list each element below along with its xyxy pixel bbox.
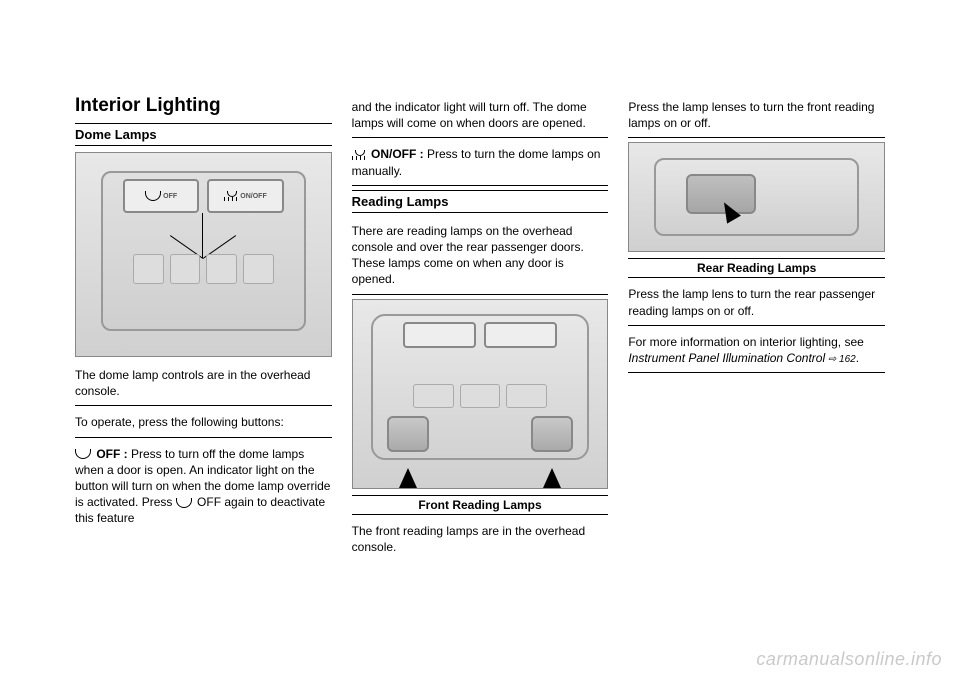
col2-cont: and the indicator light will turn off. T…: [352, 95, 609, 138]
callout-pointer: [202, 213, 203, 258]
more-info-para: For more information on interior lightin…: [628, 330, 885, 374]
dome-lamps-heading: Dome Lamps: [75, 123, 332, 146]
rear-reading-figure: [628, 142, 885, 252]
dome-onoff-icon: [224, 191, 238, 201]
slot: [133, 254, 164, 284]
manual-page: Interior Lighting Dome Lamps OFF ON/OFF: [0, 0, 960, 605]
more-post: .: [856, 351, 859, 365]
slot: [170, 254, 201, 284]
col3-p1: Press the lamp lenses to turn the front …: [628, 95, 885, 138]
front-console-illustration: [371, 314, 590, 460]
rear-caption: Rear Reading Lamps: [628, 258, 885, 278]
reading-p: There are reading lamps on the overhead …: [352, 219, 609, 295]
column-1: Interior Lighting Dome Lamps OFF ON/OFF: [75, 95, 332, 565]
callout-arrow-left: [399, 468, 417, 488]
page-heading: Interior Lighting: [75, 95, 332, 117]
fr-btn: [484, 322, 557, 348]
slot: [206, 254, 237, 284]
front-reading-figure: [352, 299, 609, 489]
dome-lamp-figure: OFF ON/OFF: [75, 152, 332, 357]
fig-off-label: OFF: [163, 193, 177, 200]
more-ref: ⇨ 162: [825, 354, 856, 365]
watermark: carmanualsonline.info: [756, 649, 942, 670]
more-link: Instrument Panel Illumination Control: [628, 351, 825, 365]
slot: [460, 384, 501, 408]
reading-lamps-heading: Reading Lamps: [352, 190, 609, 213]
overhead-console-illustration: OFF ON/OFF: [101, 171, 306, 331]
onoff-inline-icon: [352, 150, 366, 160]
column-3: Press the lamp lenses to turn the front …: [628, 95, 885, 565]
dome-p1: The dome lamp controls are in the overhe…: [75, 363, 332, 406]
off-label: OFF :: [93, 447, 131, 461]
fr-btn: [403, 322, 476, 348]
dome-p2: To operate, press the following buttons:: [75, 410, 332, 437]
more-pre: For more information on interior lightin…: [628, 335, 863, 349]
console-onoff-button: ON/OFF: [207, 179, 283, 213]
column-2: and the indicator light will turn off. T…: [352, 95, 609, 565]
front-caption: Front Reading Lamps: [352, 495, 609, 515]
rear-housing-illustration: [654, 158, 859, 236]
front-p: The front reading lamps are in the overh…: [352, 519, 609, 561]
dome-off-inline-icon: [75, 449, 91, 459]
dome-off-inline-icon-2: [176, 498, 192, 508]
fig-onoff-label: ON/OFF: [240, 193, 266, 200]
fr-slots: [413, 384, 548, 408]
console-button-row: OFF ON/OFF: [123, 179, 284, 213]
dome-off-para: OFF : Press to turn off the dome lamps w…: [75, 442, 332, 533]
dome-off-icon: [145, 191, 161, 201]
slot: [506, 384, 547, 408]
onoff-label: ON/OFF :: [368, 147, 427, 161]
front-lamp-right: [531, 416, 573, 452]
rear-p: Press the lamp lens to turn the rear pas…: [628, 282, 885, 325]
slot: [243, 254, 274, 284]
console-off-button: OFF: [123, 179, 199, 213]
slot: [413, 384, 454, 408]
console-slots: [133, 254, 274, 284]
front-lamp-left: [387, 416, 429, 452]
onoff-para: ON/OFF : Press to turn the dome lamps on…: [352, 142, 609, 185]
fr-btnrow: [403, 322, 558, 348]
callout-arrow-right: [543, 468, 561, 488]
